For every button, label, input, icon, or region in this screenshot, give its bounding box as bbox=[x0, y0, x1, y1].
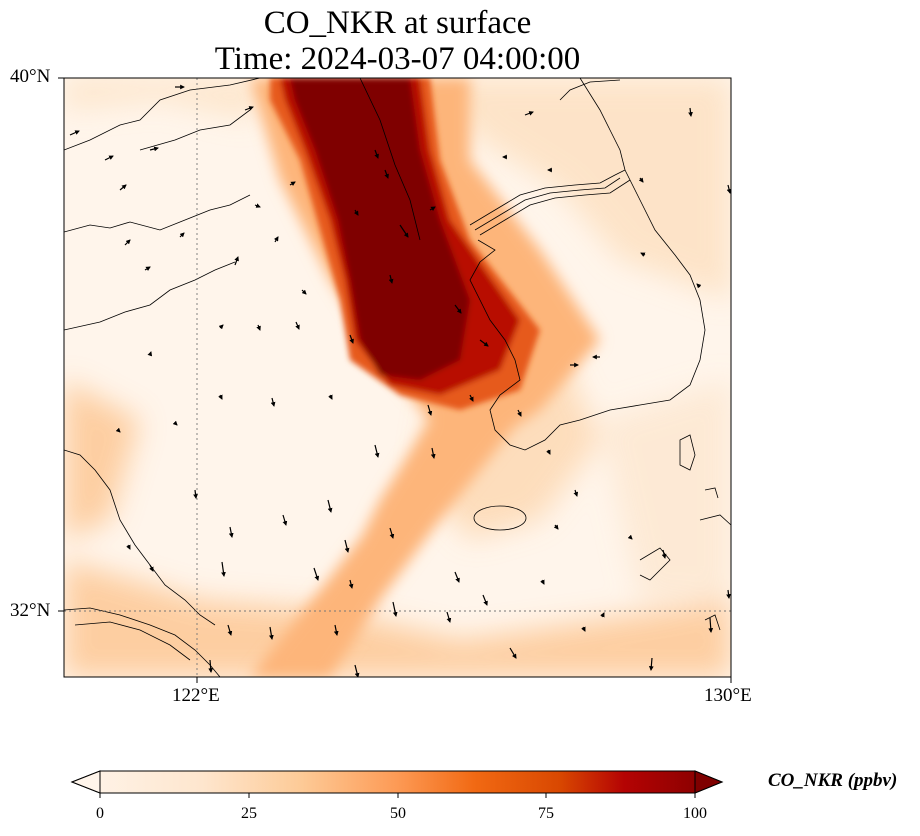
wind-arrow bbox=[218, 324, 224, 330]
wind-arrow bbox=[388, 274, 394, 284]
figure-title-line2: Time: 2024-03-07 04:00:00 bbox=[214, 41, 581, 77]
wind-arrow bbox=[172, 420, 178, 426]
wind-arrow bbox=[581, 626, 586, 632]
wind-arrow bbox=[344, 539, 350, 553]
wind-arrow bbox=[269, 626, 274, 640]
wind-arrow bbox=[427, 404, 433, 416]
wind-arrow bbox=[69, 130, 80, 136]
wind-arrow bbox=[374, 149, 379, 159]
wind-arrow bbox=[144, 266, 151, 272]
wind-arrow bbox=[353, 209, 359, 216]
wind-arrow bbox=[115, 427, 121, 433]
wind-arrow bbox=[399, 224, 409, 238]
wind-arrow bbox=[119, 184, 127, 191]
wind-arrow bbox=[104, 155, 114, 161]
gridlines bbox=[64, 78, 731, 677]
colorbar-label: CO_NKR (ppbv) bbox=[768, 770, 898, 791]
lat-tick-32n: 32°N bbox=[10, 600, 51, 621]
colorbar-tick-25: 25 bbox=[241, 805, 257, 822]
wind-arrow bbox=[254, 203, 261, 208]
colorbar bbox=[70, 770, 724, 798]
lat-tick-40n: 40°N bbox=[10, 66, 51, 87]
wind-arrow bbox=[392, 601, 398, 617]
wind-arrow bbox=[193, 489, 198, 499]
wind-arrow bbox=[228, 526, 234, 538]
colorbar-tick-0: 0 bbox=[96, 805, 104, 822]
wind-arrow bbox=[313, 567, 320, 581]
colorbar-tick-100: 100 bbox=[683, 805, 707, 822]
wind-arrow bbox=[289, 181, 296, 187]
wind-arrow bbox=[688, 107, 693, 117]
wind-arrow bbox=[429, 206, 436, 212]
figure-title-line1: CO_NKR at surface bbox=[263, 5, 532, 41]
wind-arrow bbox=[273, 236, 279, 243]
wind-arrow bbox=[227, 624, 233, 636]
wind-vectors bbox=[69, 84, 731, 677]
wind-arrow bbox=[708, 617, 714, 633]
lon-tick-122e: 122°E bbox=[172, 685, 220, 706]
wind-arrow bbox=[573, 489, 579, 497]
wind-arrow bbox=[374, 444, 380, 458]
wind-arrow bbox=[328, 394, 333, 400]
lon-tick-130e: 130°E bbox=[704, 685, 752, 706]
wind-arrow bbox=[661, 549, 667, 559]
wind-arrow bbox=[147, 351, 153, 357]
wind-arrow bbox=[221, 561, 226, 577]
wind-arrow bbox=[517, 409, 522, 417]
wind-arrow bbox=[546, 449, 551, 455]
wind-arrow bbox=[208, 659, 214, 673]
wind-arrow bbox=[270, 397, 276, 407]
wind-arrow bbox=[482, 594, 488, 606]
wind-arrow bbox=[179, 232, 185, 238]
wind-arrow bbox=[256, 324, 261, 331]
wind-arrow bbox=[627, 534, 633, 540]
wind-arrow bbox=[333, 624, 339, 636]
wind-arrow bbox=[349, 334, 354, 344]
wind-arrow bbox=[540, 579, 545, 585]
wind-arrow bbox=[600, 612, 605, 618]
wind-arrow bbox=[301, 289, 307, 295]
wind-arrow bbox=[234, 256, 239, 266]
wind-arrow bbox=[454, 304, 462, 314]
wind-arrow bbox=[509, 647, 517, 659]
wind-arrow bbox=[126, 544, 131, 550]
map-frame bbox=[63, 77, 732, 678]
colorbar-tick-75: 75 bbox=[538, 805, 554, 822]
wind-arrow bbox=[726, 589, 731, 599]
wind-arrow bbox=[640, 252, 646, 257]
wind-arrow bbox=[524, 111, 534, 116]
wind-arrow bbox=[282, 514, 288, 526]
wind-arrow bbox=[327, 499, 333, 513]
wind-arrow bbox=[218, 394, 223, 400]
wind-arrow bbox=[553, 524, 559, 530]
wind-arrow bbox=[454, 571, 460, 583]
wind-arrow bbox=[648, 657, 654, 671]
wind-arrow bbox=[295, 321, 300, 330]
wind-arrow bbox=[124, 239, 131, 246]
wind-arrow bbox=[354, 664, 360, 677]
wind-arrow bbox=[479, 339, 489, 347]
co-concentration-field bbox=[64, 78, 731, 677]
wind-arrow bbox=[149, 146, 159, 152]
wind-arrow bbox=[389, 527, 395, 539]
wind-arrow bbox=[430, 447, 436, 459]
wind-arrow bbox=[149, 564, 154, 572]
wind-arrow bbox=[446, 611, 452, 623]
coastlines bbox=[64, 78, 731, 677]
wind-arrow bbox=[384, 169, 389, 179]
wind-arrow bbox=[469, 394, 474, 402]
colorbar-tick-50: 50 bbox=[390, 805, 406, 822]
wind-arrow bbox=[696, 283, 702, 289]
wind-arrow bbox=[638, 177, 644, 183]
wind-arrow bbox=[726, 184, 731, 194]
wind-arrow bbox=[244, 106, 254, 111]
wind-arrow bbox=[348, 579, 354, 589]
